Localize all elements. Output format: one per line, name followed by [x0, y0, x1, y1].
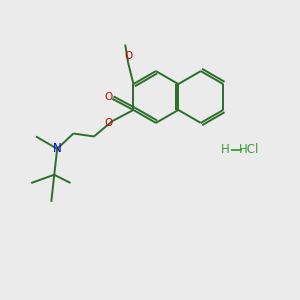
Text: O: O: [124, 51, 132, 61]
Text: HCl: HCl: [239, 143, 260, 157]
Text: H: H: [221, 143, 230, 157]
Text: N: N: [53, 142, 62, 155]
Text: O: O: [105, 118, 113, 128]
Text: O: O: [105, 92, 113, 102]
